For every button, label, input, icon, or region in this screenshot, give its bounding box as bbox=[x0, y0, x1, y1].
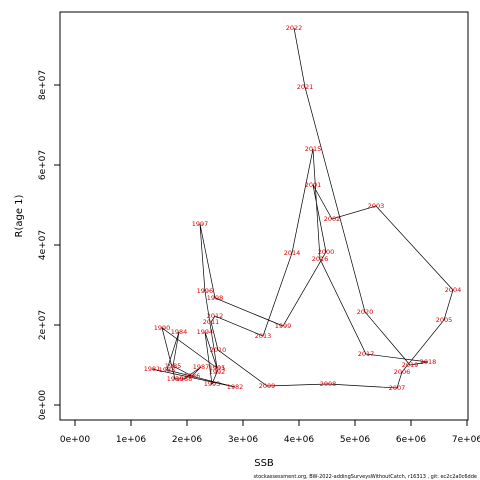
year-label: 1999 bbox=[275, 322, 292, 330]
year-label: 2011 bbox=[203, 318, 220, 326]
year-label: 2010 bbox=[210, 346, 227, 354]
year-label: 2022 bbox=[286, 24, 303, 32]
year-label: 1997 bbox=[192, 220, 209, 228]
x-tick-label: 7e+06 bbox=[452, 435, 480, 445]
year-label: 2001 bbox=[305, 181, 322, 189]
y-tick-label: 6e+07 bbox=[38, 150, 48, 180]
sr-path bbox=[151, 27, 454, 389]
year-label: 2003 bbox=[368, 202, 385, 210]
x-tick-label: 5e+06 bbox=[340, 435, 371, 445]
year-label: 1991 bbox=[209, 364, 226, 372]
year-label: 2006 bbox=[394, 368, 411, 376]
x-tick-label: 6e+06 bbox=[396, 435, 427, 445]
x-tick-label: 3e+06 bbox=[228, 435, 259, 445]
footer: stockassessment.org, BW-2022-addingSurve… bbox=[254, 474, 477, 480]
year-label: 1995 bbox=[209, 364, 226, 372]
year-label: 2018 bbox=[420, 358, 437, 366]
year-label: 1982 bbox=[227, 383, 244, 391]
year-label: 1986 bbox=[184, 372, 201, 380]
year-label: 2004 bbox=[445, 286, 462, 294]
year-label: 1987 bbox=[193, 363, 210, 371]
plot-frame bbox=[59, 11, 469, 421]
year-label: 2017 bbox=[358, 350, 375, 358]
x-tick-label: 0e+00 bbox=[60, 435, 91, 445]
year-label: 2000 bbox=[318, 248, 335, 256]
year-label: 1998 bbox=[207, 294, 224, 302]
year-label: 1981 bbox=[144, 365, 161, 373]
year-label: 1989 bbox=[167, 375, 184, 383]
year-label: 1988 bbox=[176, 375, 193, 383]
y-axis-label: R(age 1) bbox=[14, 194, 25, 237]
year-label: 2012 bbox=[207, 312, 224, 320]
year-label: 2014 bbox=[284, 249, 301, 257]
x-tick-label: 1e+06 bbox=[116, 435, 147, 445]
y-tick-label: 4e+07 bbox=[38, 230, 48, 260]
year-label: 1992 bbox=[209, 368, 226, 376]
year-label: 2015 bbox=[305, 145, 322, 153]
year-label: 2009 bbox=[259, 382, 276, 390]
y-tick-label: 0e+00 bbox=[38, 390, 48, 421]
year-label: 1993 bbox=[204, 380, 221, 388]
year-label: 2020 bbox=[357, 308, 374, 316]
year-label: 2021 bbox=[297, 83, 314, 91]
year-label: 2002 bbox=[324, 215, 341, 223]
year-label: 2008 bbox=[320, 380, 337, 388]
year-label: 2013 bbox=[255, 332, 272, 340]
year-label: 1996 bbox=[197, 287, 214, 295]
year-label: 1984 bbox=[171, 328, 188, 336]
year-label: 1985 bbox=[165, 362, 182, 370]
y-tick-label: 2e+07 bbox=[38, 310, 48, 340]
x-tick-label: 2e+06 bbox=[172, 435, 203, 445]
year-label: 2007 bbox=[389, 384, 406, 392]
x-axis-label: SSB bbox=[254, 458, 274, 469]
x-tick-label: 4e+06 bbox=[284, 435, 315, 445]
year-label: 1990 bbox=[154, 324, 171, 332]
year-label: 1983 bbox=[159, 366, 176, 374]
year-label: 2016 bbox=[312, 255, 329, 263]
year-label: 1994 bbox=[197, 328, 214, 336]
y-tick-label: 8e+07 bbox=[38, 70, 48, 100]
year-label: 2005 bbox=[436, 316, 453, 324]
year-label: 2019 bbox=[402, 361, 419, 369]
